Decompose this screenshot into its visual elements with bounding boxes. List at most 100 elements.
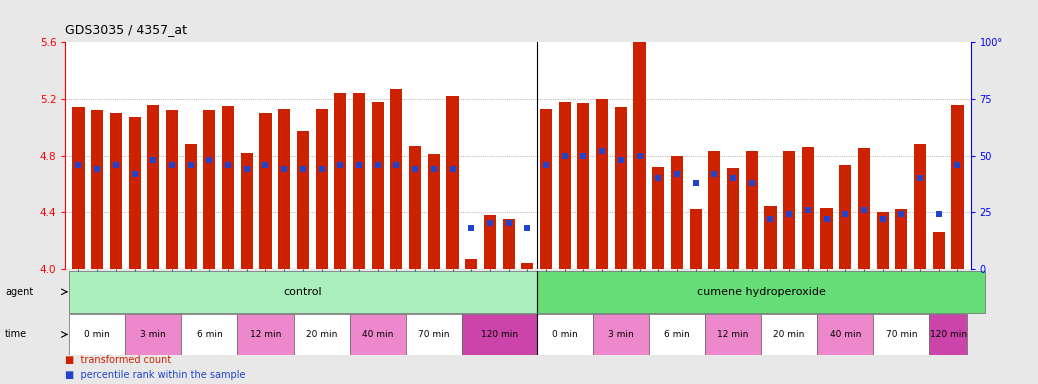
Bar <box>70 314 126 355</box>
Bar <box>91 110 103 269</box>
Point <box>743 180 760 186</box>
Point <box>332 162 349 168</box>
Text: 3 min: 3 min <box>608 330 633 339</box>
Text: 120 min: 120 min <box>481 330 518 339</box>
Bar <box>801 147 814 269</box>
Bar <box>334 93 347 269</box>
Bar <box>895 209 907 269</box>
Text: 6 min: 6 min <box>664 330 690 339</box>
Text: 0 min: 0 min <box>84 330 110 339</box>
Point <box>276 166 293 172</box>
Bar <box>73 108 84 269</box>
Point <box>575 152 592 159</box>
Bar <box>652 167 664 269</box>
Bar <box>933 232 945 269</box>
Point <box>893 211 909 217</box>
Point <box>762 216 778 222</box>
Text: 0 min: 0 min <box>552 330 577 339</box>
Point <box>725 175 741 181</box>
Bar <box>238 314 294 355</box>
Point <box>220 162 237 168</box>
Point <box>874 216 891 222</box>
Point <box>388 162 405 168</box>
Bar <box>577 103 590 269</box>
Text: ■  percentile rank within the sample: ■ percentile rank within the sample <box>65 370 246 380</box>
Bar <box>593 314 649 355</box>
Text: 12 min: 12 min <box>250 330 281 339</box>
Bar <box>783 151 795 269</box>
Bar <box>649 314 705 355</box>
Point <box>164 162 181 168</box>
Bar <box>110 113 122 269</box>
Text: time: time <box>5 329 27 339</box>
Bar <box>873 314 929 355</box>
Point <box>444 166 461 172</box>
Text: 3 min: 3 min <box>140 330 166 339</box>
Bar <box>126 314 182 355</box>
Bar <box>558 102 571 269</box>
Point <box>482 220 498 227</box>
Text: 70 min: 70 min <box>885 330 918 339</box>
Point <box>556 152 573 159</box>
Point <box>295 166 311 172</box>
Bar <box>857 149 870 269</box>
Point <box>687 180 704 186</box>
Bar <box>294 314 350 355</box>
Bar <box>446 96 459 269</box>
Point <box>500 220 517 227</box>
Point <box>837 211 853 217</box>
Bar <box>671 156 683 269</box>
Text: 20 min: 20 min <box>773 330 804 339</box>
Bar <box>70 271 537 313</box>
Bar <box>372 102 384 269</box>
Bar <box>727 168 739 269</box>
Bar <box>297 131 309 269</box>
Bar <box>537 314 593 355</box>
Point <box>706 170 722 177</box>
Point <box>855 207 872 213</box>
Bar <box>952 104 963 269</box>
Point <box>239 166 255 172</box>
Bar <box>406 314 462 355</box>
Bar <box>929 314 966 355</box>
Point <box>612 157 629 163</box>
Point <box>257 162 274 168</box>
Point <box>463 225 480 231</box>
Bar <box>260 113 272 269</box>
Bar <box>203 110 216 269</box>
Text: 120 min: 120 min <box>929 330 966 339</box>
Point <box>407 166 424 172</box>
Bar <box>278 109 291 269</box>
Bar <box>540 109 552 269</box>
Bar <box>745 151 758 269</box>
Point <box>426 166 442 172</box>
Point <box>594 148 610 154</box>
Point <box>799 207 816 213</box>
Bar <box>166 110 179 269</box>
Point <box>930 211 947 217</box>
Bar <box>817 314 873 355</box>
Point <box>89 166 106 172</box>
Bar <box>764 207 776 269</box>
Point <box>781 211 797 217</box>
Bar <box>839 166 851 269</box>
Text: 20 min: 20 min <box>306 330 337 339</box>
Bar <box>129 117 141 269</box>
Bar <box>708 151 720 269</box>
Bar <box>913 144 926 269</box>
Point <box>631 152 648 159</box>
Bar <box>462 314 537 355</box>
Bar <box>465 259 477 269</box>
Point <box>145 157 162 163</box>
Point <box>538 162 554 168</box>
Text: control: control <box>283 287 322 297</box>
Point <box>108 162 125 168</box>
Bar <box>633 42 646 269</box>
Text: GDS3035 / 4357_at: GDS3035 / 4357_at <box>65 23 188 36</box>
Point <box>201 157 218 163</box>
Bar <box>350 314 406 355</box>
Text: 40 min: 40 min <box>362 330 393 339</box>
Bar <box>147 104 160 269</box>
Point <box>650 175 666 181</box>
Point <box>71 162 87 168</box>
